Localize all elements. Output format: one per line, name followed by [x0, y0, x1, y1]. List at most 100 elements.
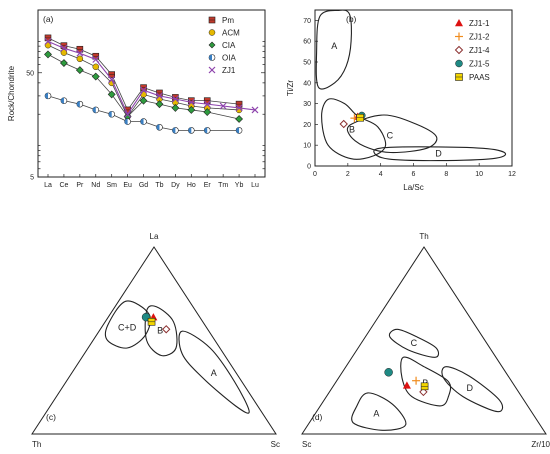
- x-axis-label: La/Sc: [403, 183, 423, 192]
- point-ZJ1: [60, 44, 68, 52]
- point-OIA: [172, 127, 179, 134]
- point-CIA: [75, 66, 84, 75]
- y-tick-label: 50: [303, 60, 311, 67]
- apex-label-top: La: [150, 232, 159, 241]
- field-label-B: B: [157, 326, 163, 336]
- legend-marker-CIA-shape: [208, 41, 216, 49]
- y-tick-label: 20: [303, 122, 311, 129]
- point-OIA-fill: [108, 111, 112, 118]
- point-ZJ1-d2: [44, 37, 52, 45]
- point-OIA: [44, 92, 52, 100]
- field-C: [346, 114, 438, 154]
- x-tick-label: 2: [346, 171, 350, 178]
- point-PAAS: [147, 317, 156, 326]
- point-CIA: [139, 96, 148, 105]
- point-Pm: [76, 45, 84, 53]
- legend-label-ZJ1-4: ZJ1-4: [469, 46, 490, 55]
- field-label-A: A: [331, 41, 337, 51]
- point-PAAS: [420, 382, 429, 391]
- y-tick-label: 0: [307, 164, 311, 171]
- field-label-B: B: [349, 125, 355, 135]
- point-ACM: [60, 49, 68, 56]
- point-ZJ1-d2: [187, 98, 195, 106]
- x-tick-label: Nd: [91, 182, 100, 189]
- legend-marker-ZJ1-d2: [208, 66, 216, 74]
- point-OIA: [140, 118, 147, 125]
- field-C: [388, 328, 440, 358]
- point-OIA: [60, 97, 68, 104]
- field-A: [178, 330, 250, 414]
- point-CIA-shape: [75, 66, 84, 75]
- panel-a-ree-pattern: 5 50 Rock/Chondrite La Ce Pr Nd Sm Eu Gd Tb Dy Ho Er T…: [7, 9, 266, 189]
- panel-label: (c): [46, 412, 56, 422]
- legend-marker-ZJ1-1: [455, 19, 463, 27]
- panel-label: (d): [312, 412, 323, 422]
- y-tick-label: 5: [30, 175, 34, 182]
- x-tick-label: La: [44, 182, 52, 189]
- apex-label-left: Th: [32, 440, 41, 449]
- legend-marker-ZJ1: [208, 66, 216, 74]
- point-ZJ1-5-shape: [384, 368, 393, 377]
- point-CIA: [91, 72, 100, 81]
- point-CIA-shape: [59, 59, 68, 67]
- legend-marker-CIA: [208, 41, 216, 49]
- legend-marker-PAAS: [455, 73, 463, 81]
- point-OIA-fill: [172, 127, 176, 134]
- point-CIA-shape: [107, 90, 116, 99]
- point-OIA-fill: [188, 127, 192, 134]
- legend-marker-ZJ1-4: [454, 45, 464, 55]
- plot-frame: [37, 9, 266, 178]
- legend-marker-ZJ1-4-shape: [454, 45, 464, 55]
- x-tick-label: Tm: [218, 182, 228, 189]
- point-CIA: [203, 108, 212, 116]
- point-ZJ1-d2: [76, 49, 84, 57]
- point-Pm: [108, 71, 115, 78]
- x-tick-label: Ce: [59, 182, 68, 189]
- point-ZJ1: [108, 76, 116, 84]
- point-ZJ1-d2: [235, 104, 243, 112]
- field-D: [441, 366, 504, 413]
- legend-label-ZJ1: ZJ1: [222, 66, 236, 75]
- x-tick-label: Lu: [251, 182, 259, 189]
- point-ZJ1-d2: [171, 95, 179, 103]
- point-CIA-shape: [235, 115, 244, 123]
- legend-label-ACM: ACM: [222, 29, 240, 38]
- point-OIA-fill: [156, 124, 160, 131]
- legend-marker-OIA-fill: [209, 54, 212, 61]
- x-tick-label: 4: [379, 171, 383, 178]
- point-CIA: [107, 90, 116, 99]
- legend-label-CIA: CIA: [222, 41, 236, 50]
- point-OIA-fill: [204, 127, 208, 134]
- point-CIA-shape: [139, 96, 148, 105]
- point-ZJ1-1: [402, 381, 411, 389]
- ternary-triangle: [31, 246, 277, 435]
- point-CIA: [235, 115, 244, 123]
- point-OIA-fill: [92, 106, 96, 113]
- point-ZJ1: [140, 86, 147, 94]
- x-tick-label: Gd: [139, 182, 148, 189]
- point-ZJ1-d2: [251, 106, 259, 114]
- point-ZJ1: [124, 110, 132, 118]
- point-CIA: [59, 59, 68, 67]
- legend-marker-ZJ1-5: [455, 59, 463, 68]
- point-ZJ1-1-shape: [402, 381, 411, 389]
- y-tick-label: 30: [303, 101, 311, 108]
- y-tick-label: 70: [303, 18, 311, 25]
- y-tick-label: 60: [303, 39, 311, 46]
- point-CIA: [171, 103, 180, 112]
- x-tick-label: Sm: [106, 182, 117, 189]
- apex-label-right: Zr/10: [531, 440, 550, 449]
- legend-label-Pm: Pm: [222, 16, 234, 25]
- point-ACM-shape: [76, 55, 84, 63]
- point-ZJ1-4: [339, 119, 348, 129]
- field-A: [315, 9, 352, 90]
- point-ZJ1-4-shape: [339, 119, 348, 129]
- point-ZJ1: [92, 56, 100, 63]
- point-ZJ1: [203, 100, 211, 108]
- point-ZJ1-d2: [108, 76, 116, 84]
- y-tick-label: 50: [26, 70, 34, 77]
- point-ZJ1-4-shape: [161, 325, 171, 334]
- panel-c-ternary-la-th-sc: La Th Sc (c) C+D B A: [31, 232, 280, 449]
- field-D: [373, 146, 507, 162]
- point-ZJ1: [187, 98, 195, 106]
